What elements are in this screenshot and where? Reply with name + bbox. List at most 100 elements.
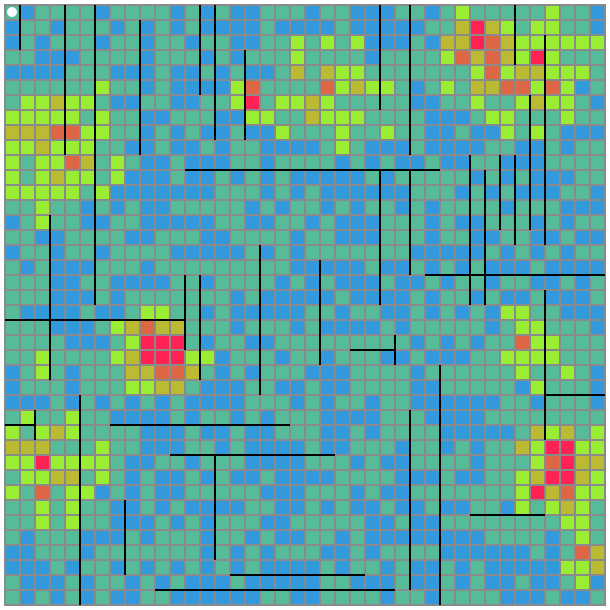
maze-cell: [35, 530, 50, 545]
maze-cell: [365, 35, 380, 50]
maze-cell: [530, 35, 545, 50]
maze-cell: [20, 170, 35, 185]
maze-cell: [440, 170, 455, 185]
maze-cell: [500, 245, 515, 260]
maze-cell: [410, 140, 425, 155]
maze-cell: [275, 185, 290, 200]
maze-cell: [410, 50, 425, 65]
maze-cell: [575, 155, 590, 170]
maze-cell: [170, 230, 185, 245]
maze-cell: [320, 245, 335, 260]
maze-cell: [215, 335, 230, 350]
maze-cell: [305, 560, 320, 575]
maze-cell: [110, 500, 125, 515]
maze-cell: [410, 470, 425, 485]
maze-cell: [35, 455, 50, 470]
maze-cell: [455, 155, 470, 170]
maze-cell: [545, 560, 560, 575]
maze-cell: [455, 350, 470, 365]
maze-cell: [515, 545, 530, 560]
maze-cell: [95, 395, 110, 410]
maze-cell: [560, 290, 575, 305]
maze-cell: [365, 230, 380, 245]
maze-cell: [110, 215, 125, 230]
maze-cell: [245, 545, 260, 560]
maze-cell: [515, 275, 530, 290]
maze-cell: [470, 440, 485, 455]
maze-cell: [485, 410, 500, 425]
maze-cell: [155, 215, 170, 230]
maze-cell: [320, 470, 335, 485]
maze-cell: [515, 590, 530, 605]
maze-cell: [170, 320, 185, 335]
maze-cell: [590, 125, 605, 140]
maze-cell: [335, 200, 350, 215]
maze-cell: [230, 515, 245, 530]
maze-cell: [140, 275, 155, 290]
maze-cell: [365, 515, 380, 530]
maze-cell: [215, 5, 230, 20]
maze-cell: [530, 65, 545, 80]
maze-cell: [545, 305, 560, 320]
maze-cell: [290, 110, 305, 125]
maze-cell: [170, 395, 185, 410]
maze-cell: [350, 410, 365, 425]
maze-cell: [290, 380, 305, 395]
maze-cell: [155, 140, 170, 155]
maze-cell: [515, 485, 530, 500]
maze-cell: [380, 530, 395, 545]
maze-cell: [335, 545, 350, 560]
maze-cell: [440, 560, 455, 575]
maze-cell: [290, 230, 305, 245]
maze-cell: [305, 80, 320, 95]
maze-cell: [200, 35, 215, 50]
maze-cell: [140, 140, 155, 155]
maze-cell: [320, 455, 335, 470]
maze-cell: [350, 455, 365, 470]
maze-cell: [5, 80, 20, 95]
maze-cell: [170, 215, 185, 230]
maze-cell: [485, 575, 500, 590]
maze-cell: [245, 110, 260, 125]
maze-cell: [305, 95, 320, 110]
maze-cell: [290, 5, 305, 20]
maze-cell: [545, 140, 560, 155]
maze-cell: [425, 395, 440, 410]
maze-cell: [200, 590, 215, 605]
maze-cell: [245, 470, 260, 485]
maze-cell: [275, 425, 290, 440]
maze-cell: [185, 365, 200, 380]
maze-cell: [380, 395, 395, 410]
maze-cell: [560, 470, 575, 485]
maze-cell: [485, 35, 500, 50]
maze-cell: [5, 320, 20, 335]
maze-cell: [410, 170, 425, 185]
maze-cell: [245, 290, 260, 305]
maze-cell: [5, 545, 20, 560]
maze-cell: [425, 410, 440, 425]
maze-cell: [200, 530, 215, 545]
maze-cell: [260, 260, 275, 275]
maze-cell: [380, 155, 395, 170]
maze-cell: [275, 410, 290, 425]
maze-cell: [575, 35, 590, 50]
maze-cell: [290, 575, 305, 590]
maze-cell: [530, 95, 545, 110]
maze-cell: [335, 395, 350, 410]
maze-cell: [80, 455, 95, 470]
maze-cell: [545, 395, 560, 410]
maze-cell: [80, 425, 95, 440]
maze-cell: [140, 470, 155, 485]
maze-cell: [335, 455, 350, 470]
maze-cell: [20, 215, 35, 230]
maze-cell: [185, 80, 200, 95]
maze-cell: [290, 35, 305, 50]
maze-cell: [455, 35, 470, 50]
maze-cell: [35, 305, 50, 320]
maze-cell: [410, 425, 425, 440]
maze-cell: [5, 170, 20, 185]
maze-cell: [95, 500, 110, 515]
maze-cell: [5, 20, 20, 35]
maze-cell: [275, 515, 290, 530]
maze-cell: [440, 335, 455, 350]
